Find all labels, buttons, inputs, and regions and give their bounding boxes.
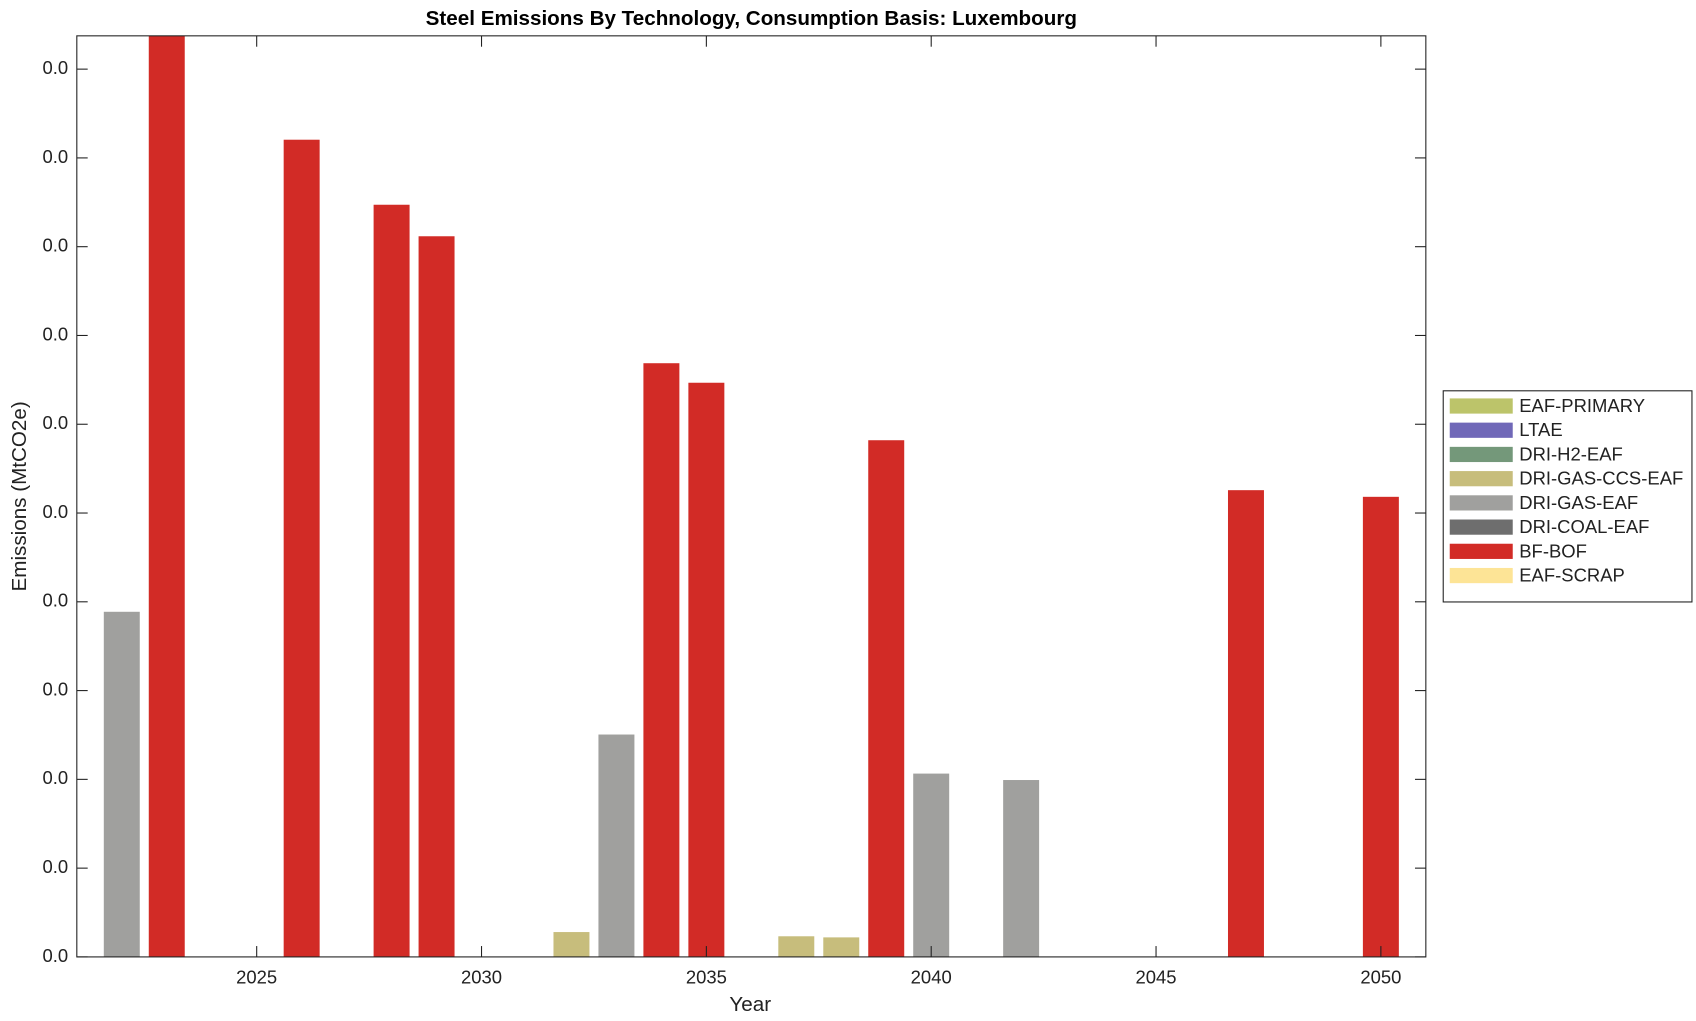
legend-label: DRI-GAS-CCS-EAF [1519,468,1683,489]
legend-swatch [1449,471,1513,487]
legend-label: LTAE [1519,419,1562,440]
bar [373,204,410,957]
legend-swatch [1449,567,1513,584]
legend-swatch [1449,495,1513,511]
y-tick-label: 0.0 [42,767,68,788]
legend-label: DRI-COAL-EAF [1519,516,1649,537]
bar [823,937,860,957]
x-tick-label: 2040 [911,967,952,988]
bar [103,611,140,957]
bar [148,35,185,957]
bar [1227,490,1264,957]
y-tick-label: 0.0 [42,412,68,433]
bar [643,363,680,957]
bar [868,440,905,957]
bar [1362,496,1399,957]
x-tick-label: 2035 [686,967,727,988]
chart-title: Steel Emissions By Technology, Consumpti… [426,7,1077,30]
y-tick-label: 0.0 [42,678,68,699]
y-tick-label: 0.0 [42,146,68,167]
x-tick-label: 2030 [461,967,502,988]
y-tick-label: 0.0 [42,856,68,877]
legend-label: DRI-GAS-EAF [1519,492,1638,513]
legend-swatch [1449,543,1513,559]
x-axis-label: Year [729,993,771,1016]
bar [283,139,320,957]
bar [598,734,635,957]
y-tick-label: 0.0 [42,945,68,966]
bar [553,932,590,957]
legend-swatch [1449,446,1513,463]
legend-label: EAF-SCRAP [1519,565,1625,586]
plot-frame [76,35,1427,958]
y-tick-label: 0.0 [42,590,68,611]
x-tick-label: 2045 [1136,967,1177,988]
bar [688,382,725,957]
x-tick-label: 2050 [1360,967,1401,988]
legend-label: BF-BOF [1519,540,1587,561]
y-tick-label: 0.0 [42,235,68,256]
legend-swatch [1449,519,1513,535]
y-axis-label: Emissions (MtCO2e) [8,401,31,591]
legend-label: DRI-H2-EAF [1519,443,1623,464]
bar [418,236,455,957]
bar [778,936,815,957]
legend-swatch [1449,398,1513,414]
x-tick-label: 2025 [236,967,277,988]
y-tick-label: 0.0 [42,57,68,78]
bar [1003,780,1040,957]
y-tick-label: 0.0 [42,323,68,344]
legend-label: EAF-PRIMARY [1519,395,1645,416]
y-tick-label: 0.0 [42,501,68,522]
legend-swatch [1449,422,1513,438]
bar [913,773,950,957]
